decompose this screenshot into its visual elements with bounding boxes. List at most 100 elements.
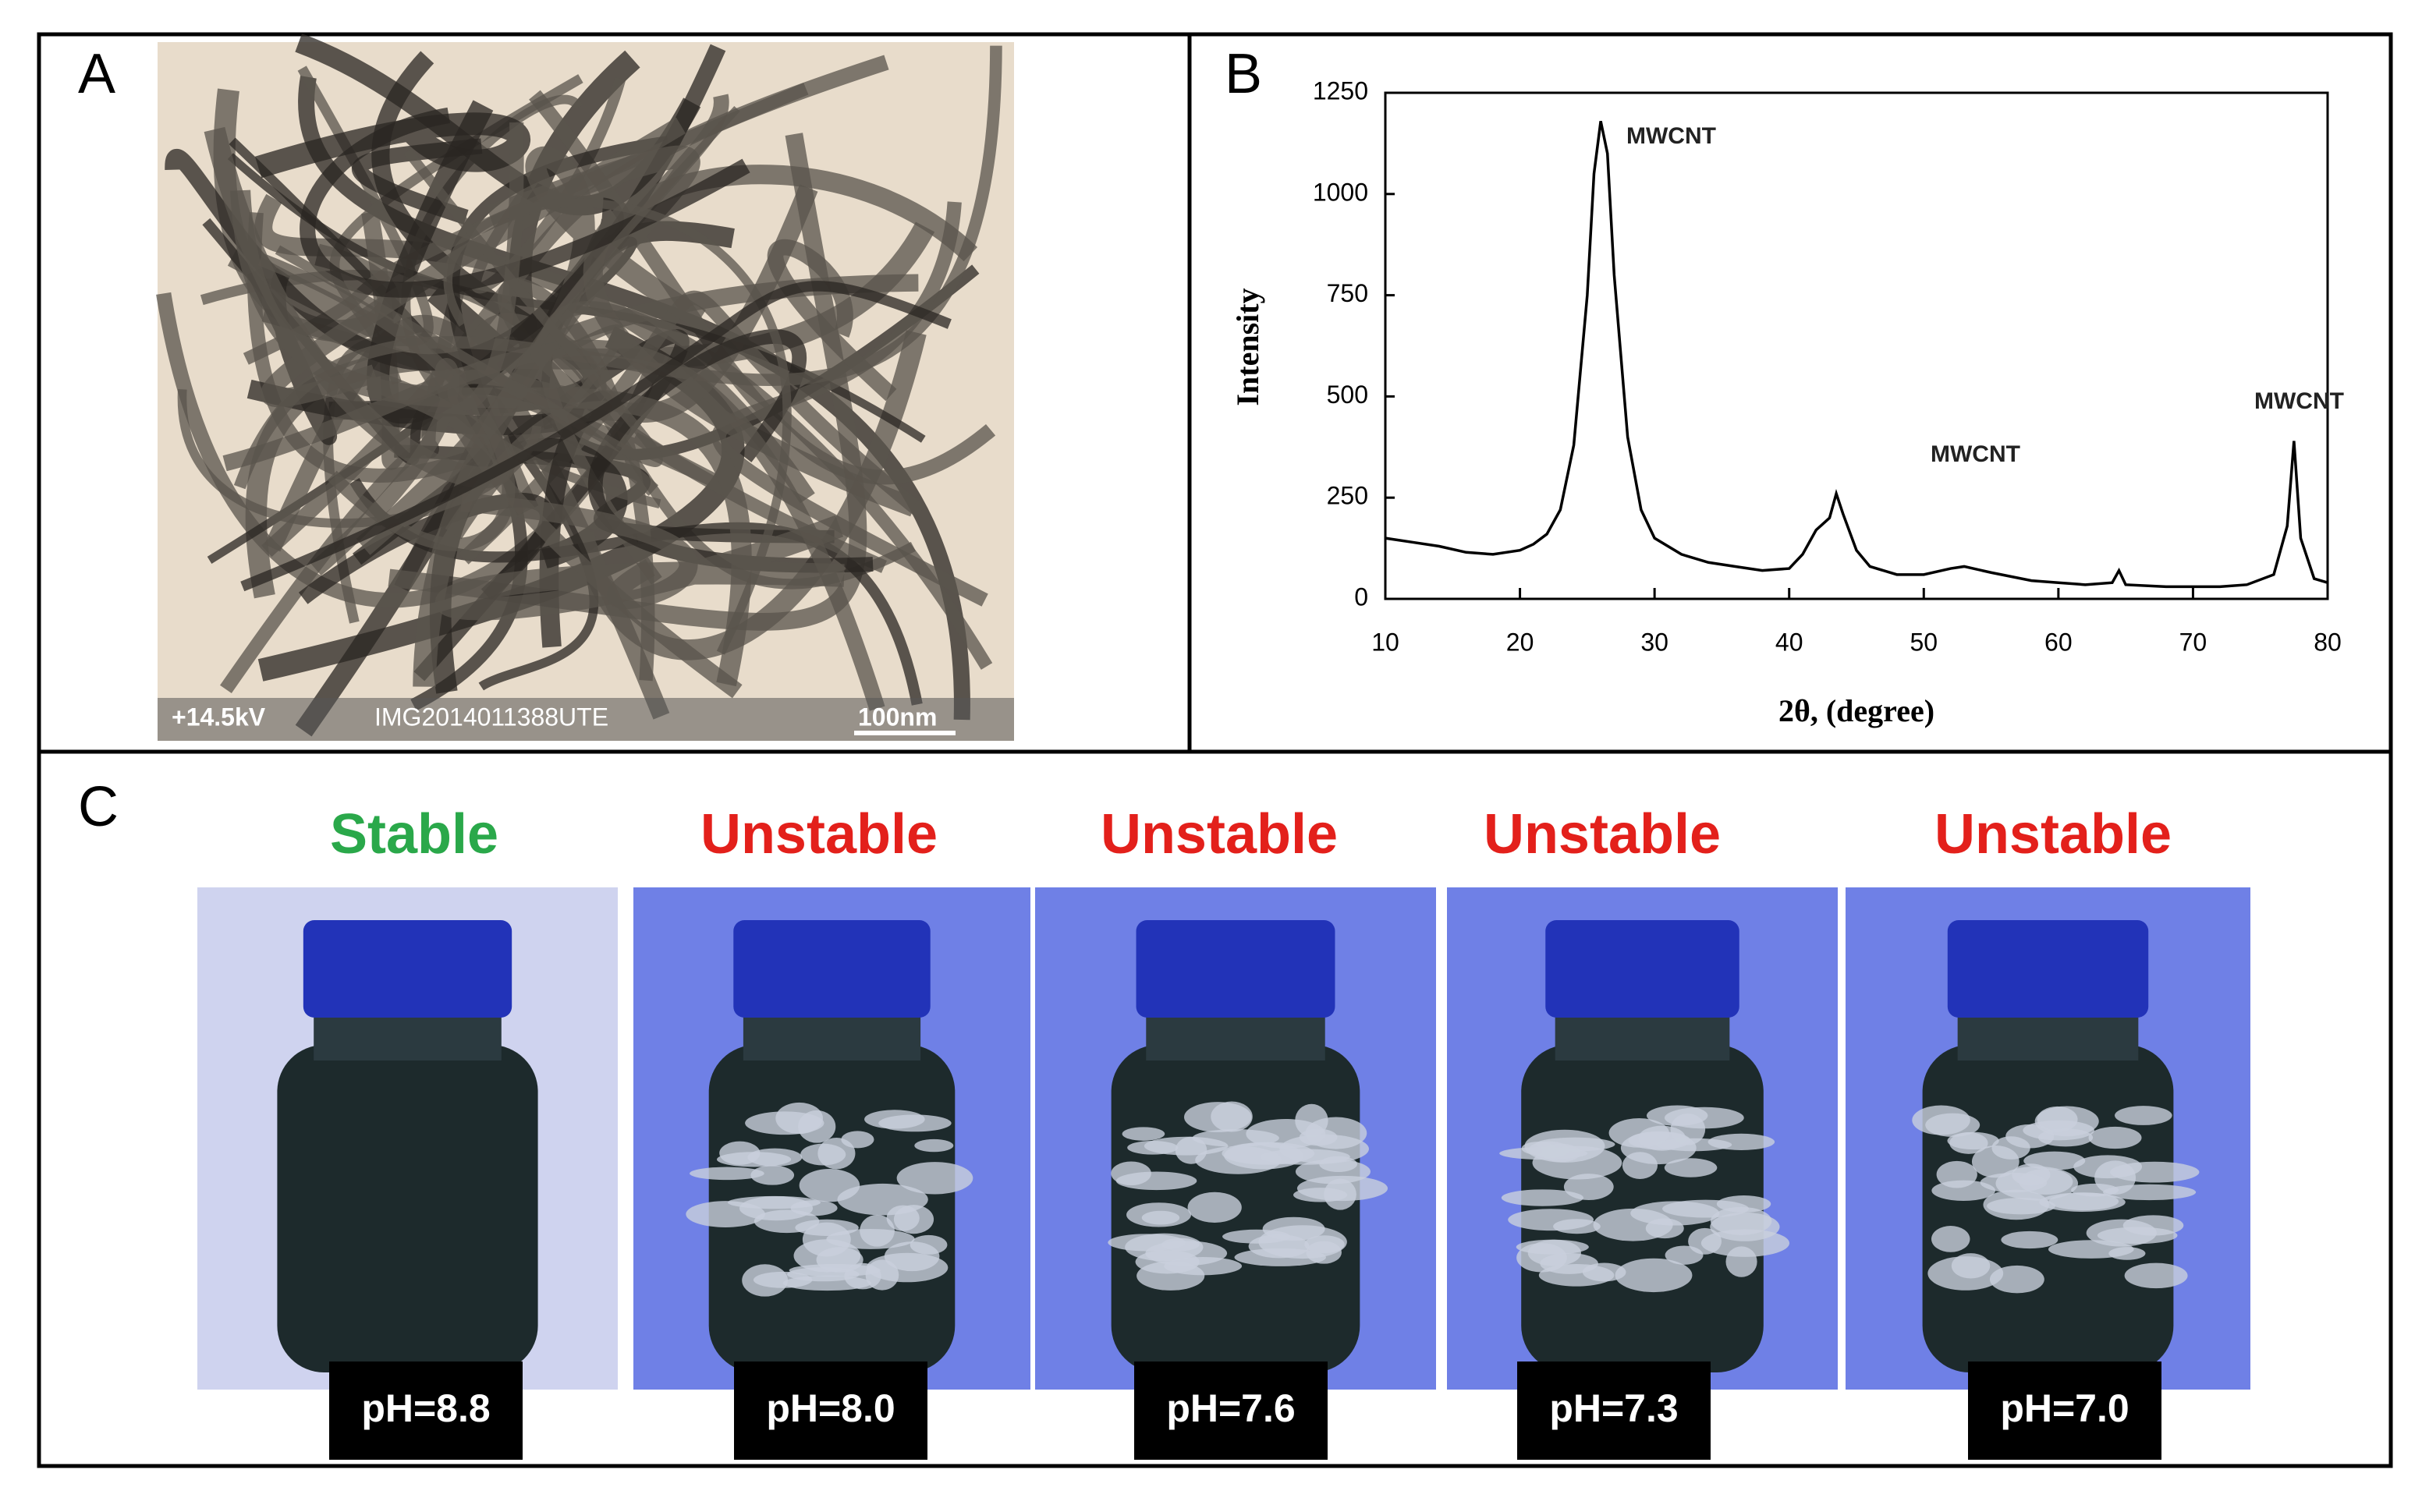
floc [742, 1264, 789, 1297]
floc [775, 1102, 824, 1135]
nanotube [767, 239, 897, 402]
floc [878, 1114, 952, 1132]
floc [1700, 1229, 1790, 1257]
floc [1122, 1127, 1165, 1141]
x-tick-label: 80 [2314, 628, 2342, 656]
floc [1927, 1256, 2004, 1291]
floc [1499, 1147, 1588, 1160]
x-axis-label: 2θ, (degree) [1778, 693, 1934, 728]
floc [816, 1247, 863, 1273]
floc [2088, 1126, 2142, 1149]
floc [1664, 1158, 1718, 1177]
floc [1211, 1101, 1253, 1132]
floc [1538, 1264, 1615, 1287]
x-tick-label: 20 [1506, 628, 1534, 656]
status-label: Stable [330, 803, 498, 866]
floc [2048, 1240, 2134, 1259]
floc [1630, 1201, 1720, 1226]
jar-cap [733, 920, 931, 1018]
ph-label: pH=7.6 [1166, 1386, 1295, 1430]
floc [896, 1162, 973, 1195]
jar-neck [314, 1014, 502, 1061]
floc [1508, 1209, 1594, 1231]
floc [2122, 1215, 2184, 1236]
floc [2124, 1262, 2188, 1289]
annotation: MWCNT [1931, 441, 2020, 467]
y-tick-label: 1000 [1313, 178, 1368, 206]
nanotube [443, 198, 792, 655]
jar-body [277, 1045, 538, 1372]
x-tick-label: 30 [1640, 628, 1668, 656]
floc [2023, 1151, 2086, 1170]
ph-label: pH=8.8 [361, 1386, 490, 1430]
status-label: Unstable [1484, 803, 1721, 866]
ph-label: pH=8.0 [766, 1386, 895, 1430]
y-axis-label: Intensity [1230, 288, 1265, 405]
floc [1980, 1172, 2048, 1193]
floc [2048, 1192, 2119, 1211]
jar-neck [1555, 1014, 1730, 1061]
floc [1665, 1245, 1704, 1265]
floc [1187, 1192, 1242, 1223]
floc [1615, 1258, 1693, 1293]
ph-box [1968, 1362, 2161, 1460]
floc [1925, 1113, 1981, 1137]
floc [690, 1167, 764, 1181]
floc [1931, 1180, 1996, 1202]
floc [1111, 1161, 1151, 1186]
floc [1622, 1152, 1658, 1179]
x-tick-label: 70 [2179, 628, 2207, 656]
image-text: IMG2014011388UTE [374, 703, 608, 731]
status-label: Unstable [1934, 803, 2172, 866]
plot-frame [1384, 91, 2329, 600]
ph-box [329, 1362, 523, 1460]
floc [1304, 1235, 1345, 1254]
data-line [1385, 120, 2328, 589]
jar-neck [743, 1014, 921, 1061]
y-tick-label: 1250 [1313, 76, 1368, 104]
nanotube [275, 147, 663, 467]
nanotube [240, 281, 952, 592]
floc [1947, 1131, 1999, 1150]
nanotube [204, 126, 515, 489]
floc [1324, 1178, 1356, 1210]
floc [1127, 1140, 1179, 1155]
floc [1645, 1218, 1684, 1239]
floc [1628, 1131, 1691, 1150]
floc [893, 1205, 934, 1234]
panel-label: C [78, 776, 119, 838]
ph-box [734, 1362, 927, 1460]
floc [1141, 1210, 1180, 1225]
x-tick-label: 60 [2044, 628, 2073, 656]
image-text: 100nm [858, 703, 937, 731]
panel-label: A [78, 43, 115, 105]
floc [1516, 1239, 1589, 1255]
floc [719, 1141, 761, 1165]
status-label: Unstable [700, 803, 938, 866]
floc [686, 1201, 765, 1227]
floc [795, 1219, 859, 1236]
floc [800, 1143, 846, 1166]
ph-label: pH=7.3 [1549, 1386, 1678, 1430]
y-tick-label: 0 [1354, 582, 1368, 611]
floc [914, 1138, 954, 1153]
nanotube [222, 339, 885, 711]
ph-label: pH=7.0 [2000, 1386, 2129, 1430]
nanotube [434, 515, 845, 621]
floc [1707, 1133, 1775, 1150]
y-tick-label: 250 [1327, 482, 1368, 510]
jar-cap [1947, 920, 2149, 1018]
floc [1262, 1216, 1325, 1241]
x-tick-label: 10 [1371, 628, 1399, 656]
jar-cap [1545, 920, 1739, 1018]
floc [2001, 1230, 2059, 1249]
floc [2115, 1106, 2172, 1125]
floc [1987, 1197, 2055, 1215]
tem-image: +14.5kV IMG2014011388UTE 100nm [156, 34, 1014, 741]
x-tick-label: 50 [1910, 628, 1938, 656]
annotation: MWCNT [1626, 123, 1716, 149]
floc [1989, 1265, 2044, 1294]
floc [1299, 1128, 1338, 1146]
image-text: +14.5kV [172, 703, 266, 731]
y-tick-label: 500 [1327, 381, 1368, 409]
